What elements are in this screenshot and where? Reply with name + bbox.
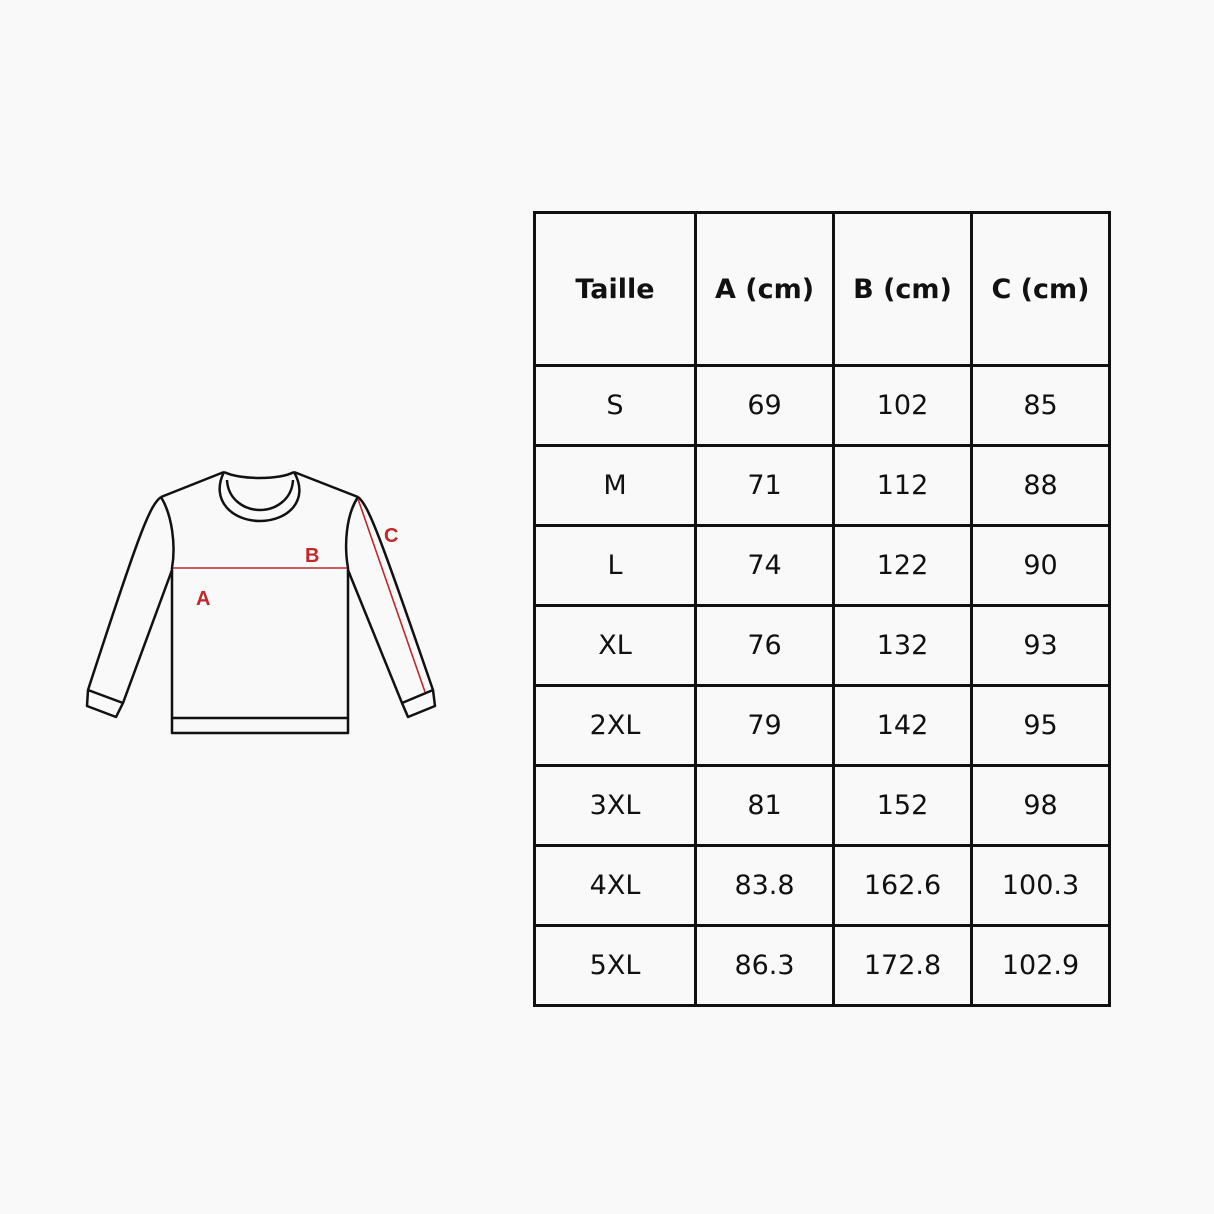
table-header-row: Taille A (cm) B (cm) C (cm)	[533, 211, 1111, 367]
table-cell: 86.3	[694, 924, 835, 1007]
table-cell: 79	[694, 684, 835, 767]
table-cell: 83.8	[694, 844, 835, 927]
label-c: C	[384, 525, 398, 547]
sweater-collar-outer	[218, 471, 301, 523]
table-cell: 69	[694, 364, 835, 447]
table-row: 2XL 79 142 95	[533, 684, 1111, 767]
table-cell: 71	[694, 444, 835, 527]
table-row: 3XL 81 152 98	[533, 764, 1111, 847]
sweater-left-sleeve	[85, 495, 174, 719]
table-row: XL 76 132 93	[533, 604, 1111, 687]
table-cell: 112	[832, 444, 973, 527]
header-c: C (cm)	[970, 211, 1111, 367]
table-cell: 85	[970, 364, 1111, 447]
table-cell: 81	[694, 764, 835, 847]
table-cell: 5XL	[533, 924, 697, 1007]
measure-c-line	[357, 498, 426, 693]
table-cell: 76	[694, 604, 835, 687]
table-cell: XL	[533, 604, 697, 687]
header-size: Taille	[533, 211, 697, 367]
table-cell: L	[533, 524, 697, 607]
header-a: A (cm)	[694, 211, 835, 367]
table-cell: 172.8	[832, 924, 973, 1007]
label-b: B	[305, 545, 319, 567]
table-cell: S	[533, 364, 697, 447]
table-row: L 74 122 90	[533, 524, 1111, 607]
table-row: S 69 102 85	[533, 364, 1111, 447]
table-cell: 95	[970, 684, 1111, 767]
size-table: Taille A (cm) B (cm) C (cm) S 69 102 85 M 71 1…	[533, 211, 1111, 1007]
table-cell: 122	[832, 524, 973, 607]
table-cell: 90	[970, 524, 1111, 607]
table-row: M 71 112 88	[533, 444, 1111, 527]
table-row: 5XL 86.3 172.8 102.9	[533, 924, 1111, 1007]
sweater-right-sleeve	[346, 496, 437, 719]
table-cell: 2XL	[533, 684, 697, 767]
table-cell: 100.3	[970, 844, 1111, 927]
table-cell: 4XL	[533, 844, 697, 927]
table-cell: 132	[832, 604, 973, 687]
table-cell: 98	[970, 764, 1111, 847]
table-cell: 162.6	[832, 844, 973, 927]
sweater-shoulders	[160, 470, 359, 499]
label-a: A	[196, 588, 210, 610]
table-cell: 93	[970, 604, 1111, 687]
table-cell: 74	[694, 524, 835, 607]
sweater-body	[159, 496, 360, 735]
table-cell: 142	[832, 684, 973, 767]
header-b: B (cm)	[832, 211, 973, 367]
table-cell: 152	[832, 764, 973, 847]
table-cell: 88	[970, 444, 1111, 527]
table-cell: 3XL	[533, 764, 697, 847]
sweater-collar-inner	[223, 470, 295, 512]
table-row: 4XL 83.8 162.6 100.3	[533, 844, 1111, 927]
table-cell: M	[533, 444, 697, 527]
table-cell: 102	[832, 364, 973, 447]
table-cell: 102.9	[970, 924, 1111, 1007]
